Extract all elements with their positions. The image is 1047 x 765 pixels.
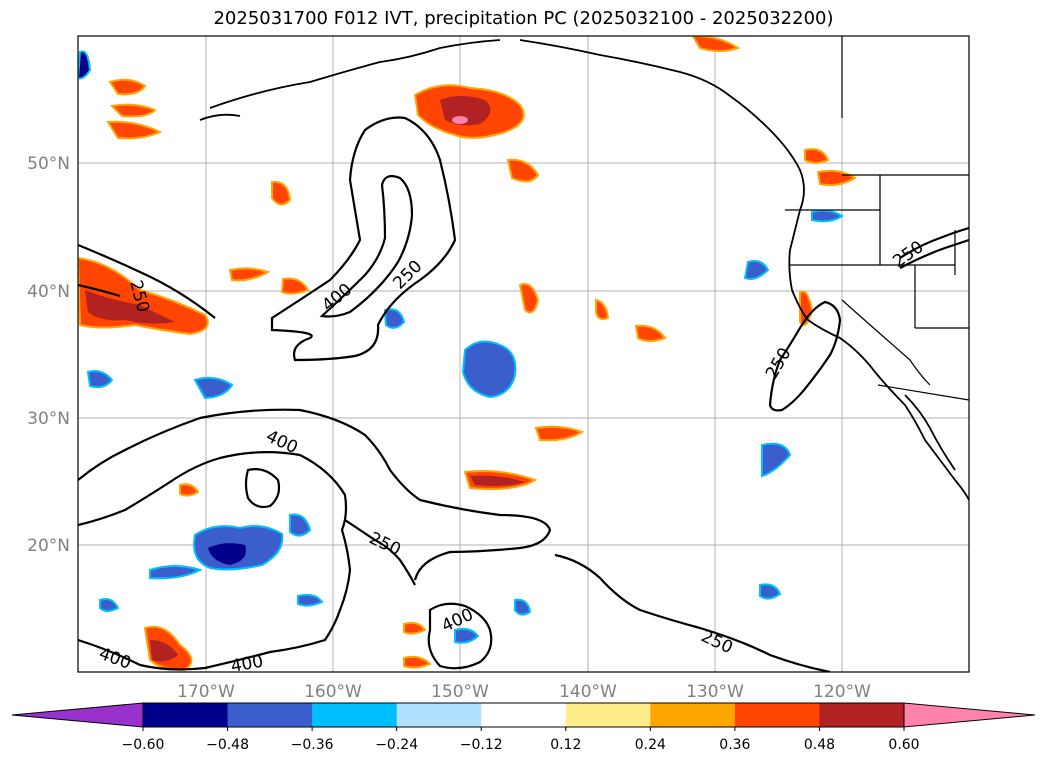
- map-title: 2025031700 F012 IVT, precipitation PC (2…: [213, 8, 834, 29]
- precip-negative-region: [454, 627, 480, 644]
- precip-positive-region: [691, 36, 741, 52]
- precip-positive-region: [109, 103, 157, 118]
- precip-positive-core: [150, 640, 178, 662]
- precip-peak: [452, 116, 468, 124]
- precip-positive-region: [634, 324, 667, 342]
- coastlines: [199, 39, 969, 501]
- precip-positive-region: [403, 655, 432, 669]
- lon-label: 120°W: [813, 682, 871, 702]
- colorbar-tick-label: −0.12: [460, 737, 503, 753]
- colorbar-segment: [734, 703, 820, 727]
- precip-negative-region: [99, 598, 120, 612]
- colorbar-tick-label: −0.48: [206, 737, 249, 753]
- precip-positive-region: [179, 483, 200, 497]
- precip-negative-core: [208, 543, 246, 565]
- colorbar-border: [142, 702, 905, 728]
- precip-positive-region: [228, 267, 271, 282]
- precip-negative-region: [297, 593, 324, 607]
- contour-label: 400: [229, 652, 264, 677]
- precip-positive-region: [595, 298, 610, 321]
- precip-negative-region: [761, 442, 792, 478]
- colorbar-extend-high: [903, 702, 1036, 728]
- state-borders: [785, 36, 969, 401]
- lat-label: 40°N: [27, 282, 70, 302]
- lon-label: 130°W: [686, 682, 744, 702]
- precip-negative-region: [78, 50, 92, 80]
- map-frame: [77, 35, 970, 673]
- precip-negative-region: [289, 513, 312, 537]
- lon-label: 160°W: [304, 682, 362, 702]
- ivt-contours: [78, 116, 969, 672]
- precip-negative-region: [149, 565, 203, 580]
- longitude-labels: 170°W 160°W 150°W 140°W 130°W 120°W: [177, 682, 871, 702]
- precip-positive-region: [108, 78, 147, 96]
- lat-label: 30°N: [27, 409, 70, 429]
- colorbar-segment: [312, 703, 398, 727]
- precip-negative-region: [383, 308, 406, 329]
- colorbar-tick-label: 0.48: [804, 737, 835, 753]
- colorbar-tick-label: 0.24: [635, 737, 666, 753]
- lon-label: 150°W: [431, 682, 489, 702]
- precip-negative-region: [811, 209, 844, 223]
- precip-negative-region: [193, 376, 234, 400]
- lon-label: 170°W: [177, 682, 235, 702]
- precip-negative-region: [86, 370, 114, 389]
- precip-negative-region: [514, 598, 532, 616]
- precip-negative-region: [759, 583, 782, 600]
- colorbar-tick-label: 0.60: [888, 737, 919, 753]
- precip-positive-region: [518, 283, 540, 314]
- colorbar-segment: [396, 703, 482, 727]
- precip-negative-region: [461, 340, 517, 399]
- precip-positive-core: [85, 290, 175, 324]
- colorbar-tick-label: −0.60: [122, 737, 165, 753]
- precip-positive-region: [403, 621, 427, 635]
- map-background: [78, 36, 969, 672]
- lat-label: 50°N: [27, 154, 70, 174]
- precip-positive-region: [804, 148, 830, 164]
- colorbar-tick-label: −0.24: [375, 737, 418, 753]
- colorbar-segment: [650, 703, 736, 727]
- lat-label: 20°N: [27, 536, 70, 556]
- colorbar-segment: [227, 703, 313, 727]
- precip-positive-core: [470, 475, 525, 486]
- precip-negative-region: [743, 260, 770, 280]
- precip-positive-region: [106, 120, 163, 140]
- colorbar-tick-label: −0.36: [291, 737, 334, 753]
- colorbar-segment: [819, 703, 905, 727]
- precip-positive-region: [280, 277, 310, 295]
- lon-label: 140°W: [559, 682, 617, 702]
- precip-positive-core: [440, 96, 491, 126]
- precip-positive-region: [506, 158, 540, 183]
- colorbar-segment: [565, 703, 651, 727]
- latitude-labels: 50°N 40°N 30°N 20°N: [27, 154, 70, 556]
- colorbar-segment: [143, 703, 229, 727]
- colorbar-extend-low: [11, 702, 144, 728]
- colorbar-tick-label: 0.12: [550, 737, 581, 753]
- colorbar: −0.60 −0.48 −0.36 −0.24 −0.12 0.12 0.24 0.36 0.4…: [11, 702, 1036, 753]
- precip-positive-region: [534, 425, 585, 442]
- precipitation-shading: [78, 36, 857, 672]
- colorbar-segment: [481, 703, 567, 727]
- precip-positive-region: [271, 180, 292, 206]
- colorbar-tick-label: 0.36: [719, 737, 750, 753]
